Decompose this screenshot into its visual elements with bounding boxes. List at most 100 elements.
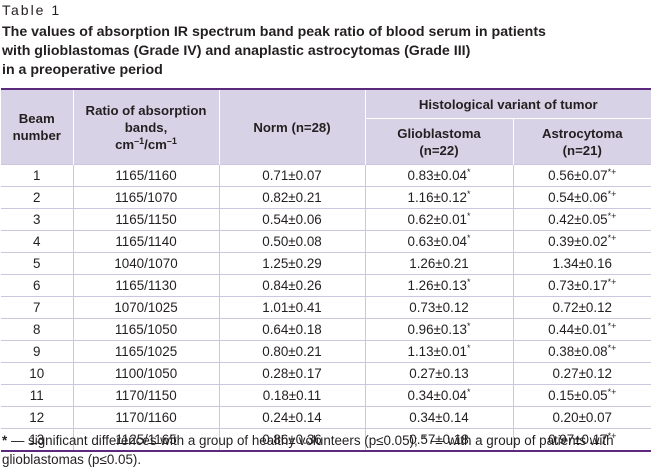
cell-glioblastoma: 1.26±0.21 — [365, 252, 514, 275]
cell-glioblastoma: 0.34±0.04* — [365, 384, 514, 407]
significance-mark: *+ — [607, 211, 617, 221]
header-beam-number: Beam number — [1, 90, 74, 165]
cell-ratio: 1070/1025 — [73, 296, 220, 319]
cell-astrocytoma: 0.15±0.05*+ — [513, 384, 652, 407]
cell-astrocytoma: 0.97±0.17*+ — [513, 428, 652, 450]
table-row: 1 1165/1160 0.71±0.07 0.83±0.04* 0.56±0.07*+ — [1, 164, 652, 187]
significance-mark: * — [466, 343, 471, 353]
header-norm: Norm (n=28) — [219, 90, 366, 165]
header-ratio: Ratio of absorption bands, cm–1/cm–1 — [73, 90, 220, 165]
cell-beam-number: 2 — [1, 186, 74, 209]
cell-glioblastoma: 1.26±0.13* — [365, 274, 514, 297]
cell-astrocytoma: 0.73±0.17*+ — [513, 274, 652, 297]
cell-norm: 1.25±0.29 — [219, 252, 366, 275]
cell-norm: 0.64±0.18 — [219, 318, 366, 341]
cell-beam-number: 9 — [1, 340, 74, 363]
cell-norm: 0.80±0.21 — [219, 340, 366, 363]
table-row: 3 1165/1150 0.54±0.06 0.62±0.01* 0.42±0.05*+ — [1, 208, 652, 231]
cell-ratio: 1165/1130 — [73, 274, 220, 297]
cell-astrocytoma: 0.20±0.07 — [513, 406, 652, 429]
cell-ratio: 1165/1150 — [73, 208, 220, 231]
significance-mark: * — [466, 189, 471, 199]
cell-beam-number: 12 — [1, 406, 74, 429]
cell-astrocytoma: 0.72±0.12 — [513, 296, 652, 319]
cell-beam-number: 7 — [1, 296, 74, 319]
table-row: 10 1100/1050 0.28±0.17 0.27±0.13 0.27±0.12 — [1, 362, 652, 385]
header-glioblastoma: Glioblastoma (n=22) — [365, 118, 514, 165]
cell-ratio: 1170/1160 — [73, 406, 220, 429]
footnote-text-1: — significant differences with a group o… — [7, 433, 422, 448]
footnote-plus: + — [421, 432, 427, 442]
header-astrocytoma: Astrocytoma (n=21) — [513, 118, 652, 165]
caption-line-3: in a preoperative period — [2, 62, 163, 78]
significance-mark: * — [466, 277, 471, 287]
significance-mark: * — [466, 321, 471, 331]
cell-norm: 0.28±0.17 — [219, 362, 366, 385]
cell-beam-number: 10 — [1, 362, 74, 385]
cell-astrocytoma: 0.44±0.01*+ — [513, 318, 652, 341]
cell-astrocytoma: 0.27±0.12 — [513, 362, 652, 385]
cell-beam-number: 3 — [1, 208, 74, 231]
cell-ratio: 1165/1160 — [73, 164, 220, 187]
cell-glioblastoma: 0.83±0.04* — [365, 164, 514, 187]
cell-beam-number: 5 — [1, 252, 74, 275]
cell-astrocytoma: 0.39±0.02*+ — [513, 230, 652, 253]
significance-mark: * — [466, 233, 471, 243]
caption-line-1: The values of absorption IR spectrum ban… — [2, 24, 546, 40]
cell-glioblastoma: 0.63±0.04* — [365, 230, 514, 253]
significance-mark: *+ — [607, 189, 617, 199]
table-row: 8 1165/1050 0.64±0.18 0.96±0.13* 0.44±0.01*+ — [1, 318, 652, 341]
cell-beam-number: 11 — [1, 384, 74, 407]
cell-astrocytoma: 1.34±0.16 — [513, 252, 652, 275]
table-row: 12 1170/1160 0.24±0.14 0.34±0.14 0.20±0.07 — [1, 406, 652, 429]
cell-norm: 0.82±0.21 — [219, 186, 366, 209]
table-caption: The values of absorption IR spectrum ban… — [2, 23, 642, 80]
cell-astrocytoma: 0.54±0.06*+ — [513, 186, 652, 209]
cell-beam-number: 1 — [1, 164, 74, 187]
cell-beam-number: 4 — [1, 230, 74, 253]
table-body: 1 1165/1160 0.71±0.07 0.83±0.04* 0.56±0.07*+… — [1, 164, 652, 450]
cell-norm: 1.01±0.41 — [219, 296, 366, 319]
cell-norm: 0.54±0.06 — [219, 208, 366, 231]
cell-ratio: 1170/1150 — [73, 384, 220, 407]
table-row: 7 1070/1025 1.01±0.41 0.73±0.12 0.72±0.12 — [1, 296, 652, 319]
cell-norm: 0.24±0.14 — [219, 406, 366, 429]
cell-beam-number: 13 — [1, 428, 74, 450]
table-header: Beam number Ratio of absorption bands, cm… — [1, 90, 652, 165]
cell-glioblastoma: 0.34±0.14 — [365, 406, 514, 429]
significance-mark: *+ — [607, 431, 617, 441]
cell-norm: 0.86±0.36 — [219, 428, 366, 450]
cell-astrocytoma: 0.56±0.07*+ — [513, 164, 652, 187]
cell-norm: 0.50±0.08 — [219, 230, 366, 253]
cell-astrocytoma: 0.38±0.08*+ — [513, 340, 652, 363]
table-label: Table 1 — [2, 2, 62, 18]
cell-glioblastoma: 1.16±0.12* — [365, 186, 514, 209]
cell-beam-number: 6 — [1, 274, 74, 297]
table-row: 5 1040/1070 1.25±0.29 1.26±0.21 1.34±0.16 — [1, 252, 652, 275]
significance-mark: *+ — [607, 277, 617, 287]
data-table: Beam number Ratio of absorption bands, cm… — [1, 90, 652, 450]
cell-glioblastoma: 0.62±0.01* — [365, 208, 514, 231]
significance-mark: *+ — [607, 167, 617, 177]
cell-ratio: 1165/1140 — [73, 230, 220, 253]
significance-mark: *+ — [607, 387, 617, 397]
cell-ratio: 1040/1070 — [73, 252, 220, 275]
table-row: 4 1165/1140 0.50±0.08 0.63±0.04* 0.39±0.02*+ — [1, 230, 652, 253]
significance-mark: * — [466, 167, 471, 177]
cell-astrocytoma: 0.42±0.05*+ — [513, 208, 652, 231]
significance-mark: * — [466, 387, 471, 397]
table-row: 11 1170/1150 0.18±0.11 0.34±0.04* 0.15±0.05*… — [1, 384, 652, 407]
footnote-asterisk: * — [2, 433, 8, 448]
cell-glioblastoma: 0.27±0.13 — [365, 362, 514, 385]
data-table-container: Beam number Ratio of absorption bands, cm… — [1, 88, 652, 452]
cell-ratio: 1100/1050 — [73, 362, 220, 385]
header-histological-variant: Histological variant of tumor — [365, 90, 652, 119]
cell-beam-number: 8 — [1, 318, 74, 341]
cell-ratio: 1125/1165 — [73, 428, 220, 450]
significance-mark: *+ — [607, 343, 617, 353]
significance-mark: * — [466, 211, 471, 221]
significance-mark: *+ — [607, 233, 617, 243]
cell-norm: 0.18±0.11 — [219, 384, 366, 407]
cell-ratio: 1165/1050 — [73, 318, 220, 341]
cell-norm: 0.71±0.07 — [219, 164, 366, 187]
